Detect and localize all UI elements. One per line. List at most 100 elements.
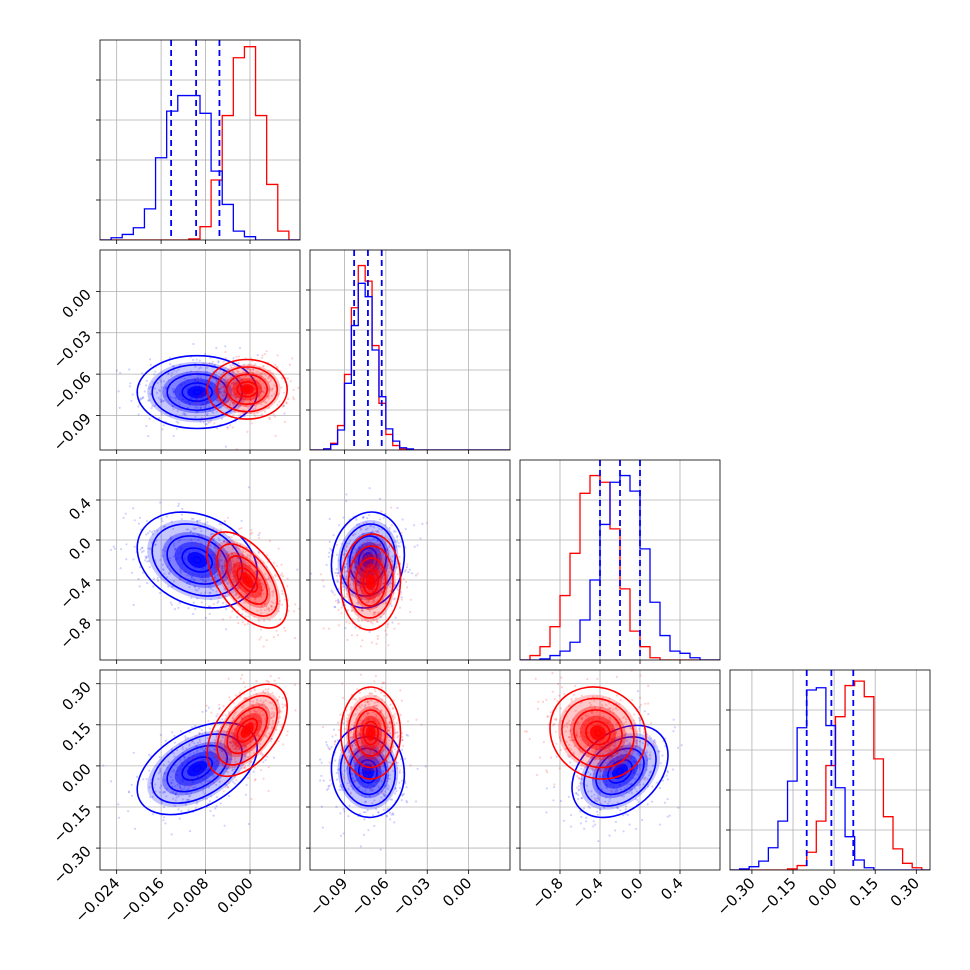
scatter-point (599, 808, 602, 811)
scatter-point (374, 707, 377, 710)
scatter-point (257, 702, 260, 705)
scatter-point (276, 698, 279, 701)
scatter-point (159, 501, 162, 504)
scatter-point (382, 716, 385, 719)
scatter-point (293, 683, 296, 687)
scatter-point (195, 358, 198, 361)
scatter-point (350, 578, 353, 581)
scatter-point (202, 394, 205, 397)
scatter-point (218, 565, 221, 568)
scatter-point (276, 354, 279, 357)
scatter-point (163, 572, 166, 575)
scatter-point (367, 608, 370, 611)
scatter-point (177, 540, 180, 543)
scatter-point (349, 752, 352, 756)
scatter-point (388, 721, 391, 724)
scatter-point (271, 711, 274, 714)
scatter-point (584, 745, 587, 748)
scatter-point (193, 372, 196, 376)
scatter-point (360, 771, 363, 774)
scatter-point (340, 834, 343, 837)
scatter-point (401, 794, 404, 797)
density-level (187, 760, 208, 777)
scatter-point (351, 777, 354, 780)
scatter-point (335, 568, 338, 571)
scatter-point (378, 711, 382, 714)
scatter-point (347, 748, 350, 751)
scatter-point (163, 791, 167, 794)
scatter-point (226, 426, 229, 429)
scatter-point (357, 726, 360, 730)
scatter-point (288, 363, 291, 366)
scatter-point (213, 364, 216, 367)
scatter-point (328, 747, 331, 750)
scatter-point (587, 790, 590, 793)
scatter-point (264, 735, 267, 738)
scatter-point (385, 716, 388, 719)
scatter-point (223, 384, 226, 387)
scatter-point (171, 779, 174, 782)
scatter-point (231, 401, 234, 404)
contour-line-blue (607, 759, 633, 784)
scatter-point (393, 731, 396, 734)
scatter-point (238, 364, 241, 367)
scatter-point (580, 797, 583, 800)
scatter-point (251, 372, 254, 375)
contour-line-red (226, 555, 269, 605)
scatter-point (376, 539, 379, 542)
scatter-point (203, 522, 206, 525)
scatter-point (375, 715, 378, 719)
scatter-point (388, 774, 391, 777)
scatter-point (222, 391, 225, 394)
scatter-point (222, 602, 225, 605)
scatter-point (577, 793, 580, 797)
scatter-point (394, 583, 397, 586)
scatter-point (366, 700, 369, 703)
scatter-point (666, 778, 669, 781)
scatter-point (231, 552, 234, 556)
scatter-point (241, 608, 244, 611)
scatter-point (380, 791, 384, 794)
scatter-point (357, 572, 360, 575)
scatter-point (243, 754, 246, 757)
scatter-point (379, 568, 382, 571)
scatter-point (206, 412, 209, 415)
scatter-point (196, 589, 199, 592)
scatter-point (272, 413, 275, 416)
scatter-point (372, 537, 375, 541)
scatter-point (196, 533, 199, 536)
scatter-point (177, 502, 180, 505)
scatter-point (161, 399, 164, 402)
scatter-point (268, 375, 271, 378)
scatter-point (147, 435, 150, 438)
histogram-panel-0 (96, 39, 301, 244)
scatter-point (341, 775, 345, 778)
scatter-point (341, 554, 344, 557)
scatter-point (245, 405, 248, 408)
scatter-point (642, 783, 645, 786)
scatter-point (163, 772, 166, 775)
scatter-point (211, 360, 214, 363)
scatter-point (388, 742, 391, 745)
scatter-point (389, 602, 392, 606)
scatter-point (281, 696, 284, 700)
scatter-point (331, 735, 334, 738)
scatter-point (260, 612, 263, 615)
scatter-point (340, 785, 343, 789)
scatter-point (160, 400, 163, 403)
scatter-point (366, 599, 369, 602)
scatter-point (396, 534, 399, 538)
scatter-point (246, 597, 249, 600)
scatter-point (254, 407, 257, 410)
scatter-point (396, 767, 399, 770)
scatter-point (201, 732, 204, 736)
scatter-point (220, 406, 223, 409)
scatter-point (356, 731, 359, 734)
histogram-panel-2 (516, 459, 721, 664)
scatter-point (264, 734, 267, 737)
scatter-point (236, 556, 240, 559)
scatter-point (242, 408, 245, 411)
scatter-point (207, 605, 210, 608)
scatter-point (374, 675, 377, 678)
scatter-point (382, 612, 386, 616)
